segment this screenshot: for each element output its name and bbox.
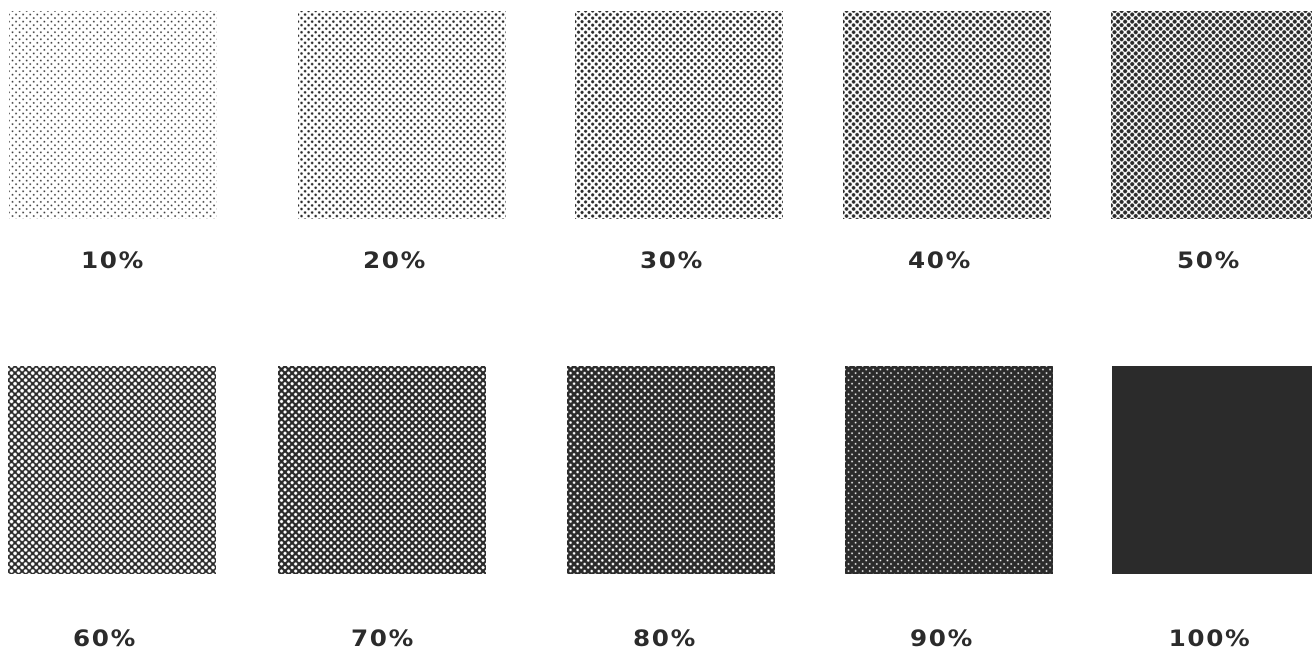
swatch-50 <box>1111 11 1312 219</box>
label-40: 40% <box>907 249 973 274</box>
swatch-80 <box>567 366 775 574</box>
halftone-fill <box>1111 11 1312 219</box>
label-30: 30% <box>639 249 705 274</box>
halftone-fill <box>575 11 783 219</box>
halftone-pattern <box>9 11 217 219</box>
swatch-100 <box>1112 366 1312 574</box>
swatch-90 <box>845 366 1053 574</box>
solid-fill <box>1112 366 1312 574</box>
halftone-pattern <box>278 366 486 574</box>
swatch-30 <box>575 11 783 219</box>
halftone-pattern <box>1112 366 1312 574</box>
halftone-pattern <box>567 366 775 574</box>
label-80: 80% <box>632 627 698 652</box>
halftone-pattern <box>8 366 216 574</box>
halftone-pattern <box>845 366 1053 574</box>
halftone-fill <box>9 11 217 219</box>
label-10: 10% <box>80 249 146 274</box>
halftone-fill <box>298 11 506 219</box>
swatch-40 <box>843 11 1051 219</box>
swatch-70 <box>278 366 486 574</box>
halftone-fill <box>278 366 486 574</box>
label-90: 90% <box>909 627 975 652</box>
halftone-pattern <box>1111 11 1312 219</box>
halftone-fill <box>8 366 216 574</box>
halftone-fill <box>843 11 1051 219</box>
label-100: 100% <box>1168 627 1252 652</box>
halftone-pattern <box>298 11 506 219</box>
swatch-10 <box>9 11 217 219</box>
halftone-pattern <box>843 11 1051 219</box>
label-60: 60% <box>72 627 138 652</box>
swatch-20 <box>298 11 506 219</box>
label-50: 50% <box>1176 249 1242 274</box>
halftone-fill <box>845 366 1053 574</box>
label-70: 70% <box>350 627 416 652</box>
halftone-pattern <box>575 11 783 219</box>
label-20: 20% <box>362 249 428 274</box>
halftone-fill <box>567 366 775 574</box>
swatch-60 <box>8 366 216 574</box>
